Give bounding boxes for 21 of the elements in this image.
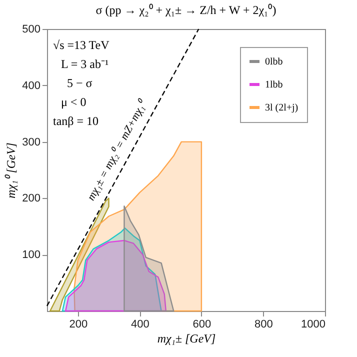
x-axis-title: mχ₁± [GeV] [157, 332, 216, 346]
chart-title: σ (pp → χ₂⁰ + χ₁± → Z/h + W + 2χ₁⁰) [96, 3, 276, 17]
legend-label: 0lbb [265, 56, 283, 68]
annotation: √s =13 TeV [53, 38, 110, 52]
x-tick-label: 600 [192, 318, 212, 330]
y-tick-label: 500 [22, 24, 40, 36]
legend-label: 3l (2l+j) [265, 102, 298, 114]
y-axis-title: mχ₁⁰ [GeV] [4, 142, 18, 198]
annotation: L = 3 ab⁻¹ [61, 57, 109, 71]
x-tick-label: 800 [254, 318, 273, 330]
annotation: μ < 0 [61, 95, 86, 109]
x-tick-label: 200 [69, 318, 88, 330]
y-tick-label: 400 [22, 80, 40, 92]
legend-label: 1lbb [265, 80, 283, 90]
y-tick-label: 300 [22, 136, 40, 148]
annotation: tanβ = 10 [53, 114, 99, 128]
annotation: 5 − σ [67, 76, 93, 90]
x-tick-label: 1000 [301, 318, 326, 330]
y-tick-label: 100 [22, 249, 40, 262]
x-tick-label: 400 [130, 318, 150, 330]
y-tick-label: 200 [22, 192, 40, 205]
